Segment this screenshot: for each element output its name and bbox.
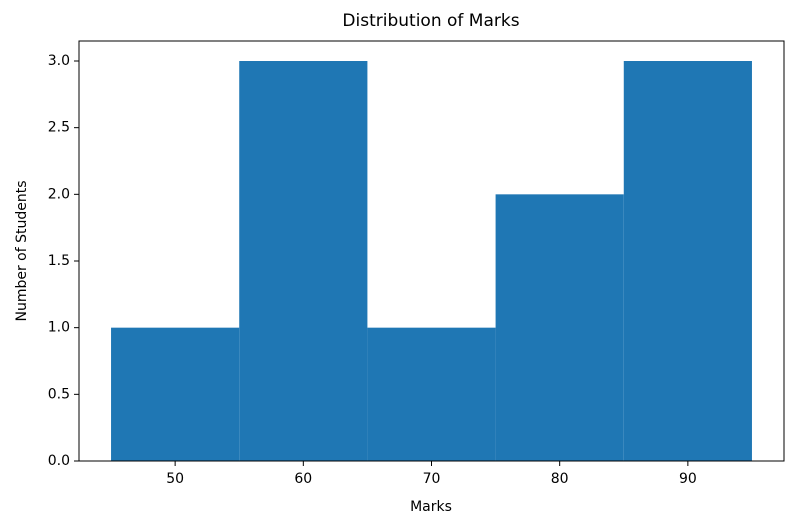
bar xyxy=(623,61,752,461)
y-tick-label: 0.5 xyxy=(48,386,70,402)
plot-frame xyxy=(78,40,785,462)
y-tick-label: 0.0 xyxy=(48,453,70,469)
y-tick-label: 2.0 xyxy=(48,186,70,202)
x-tick-label: 50 xyxy=(166,471,184,487)
bar xyxy=(111,327,240,461)
bar xyxy=(495,194,624,462)
x-tick-label: 80 xyxy=(551,471,569,487)
bar xyxy=(239,61,368,461)
y-tick-label: 1.5 xyxy=(48,253,70,269)
y-tick-label: 2.5 xyxy=(48,120,70,136)
x-axis-label: Marks xyxy=(410,499,452,515)
y-axis-label: Number of Students xyxy=(14,180,30,321)
x-tick-label: 70 xyxy=(423,471,441,487)
bar xyxy=(367,327,496,461)
x-tick-label: 90 xyxy=(679,471,697,487)
chart-title: Distribution of Marks xyxy=(342,11,519,31)
y-tick-label: 3.0 xyxy=(48,53,70,69)
x-tick-label: 60 xyxy=(294,471,312,487)
y-tick-label: 1.0 xyxy=(48,320,70,336)
